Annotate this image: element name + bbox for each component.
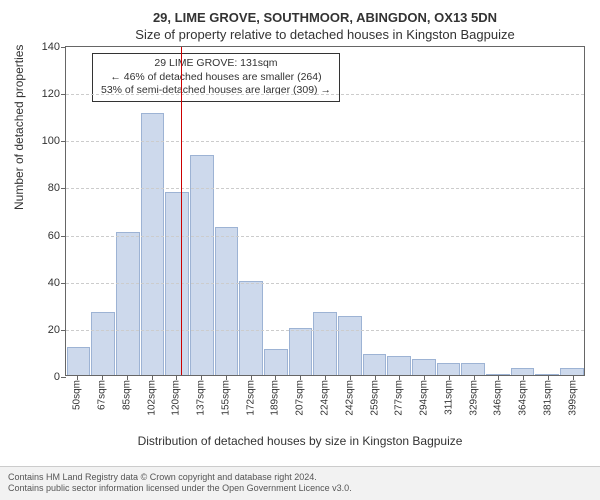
- x-tick-label: 381sqm: [542, 380, 553, 416]
- x-tick-label: 346sqm: [493, 380, 504, 416]
- x-tick-label: 120sqm: [171, 380, 182, 416]
- x-tick-label: 189sqm: [270, 380, 281, 416]
- bar: [313, 312, 337, 375]
- x-tick-label: 399sqm: [567, 380, 578, 416]
- bar: [67, 347, 91, 375]
- y-tick-mark: [61, 188, 66, 189]
- y-tick-mark: [61, 283, 66, 284]
- y-tick-mark: [61, 236, 66, 237]
- y-tick-label: 60: [48, 230, 60, 242]
- x-tick-label: 242sqm: [344, 380, 355, 416]
- bar: [215, 227, 239, 375]
- x-tick-label: 102sqm: [146, 380, 157, 416]
- x-tick-label: 259sqm: [369, 380, 380, 416]
- x-tick-label: 155sqm: [220, 380, 231, 416]
- grid-line: [66, 141, 584, 142]
- y-tick-label: 140: [42, 41, 60, 53]
- y-tick-label: 40: [48, 277, 60, 289]
- y-tick-label: 120: [42, 88, 60, 100]
- x-axis-label: Distribution of detached houses by size …: [0, 434, 600, 448]
- footer-line-1: Contains HM Land Registry data © Crown c…: [8, 472, 592, 484]
- bar: [560, 368, 584, 375]
- annotation-line: 53% of semi-detached houses are larger (…: [101, 84, 331, 98]
- bar: [461, 363, 485, 375]
- chart-area: 29, LIME GROVE, SOUTHMOOR, ABINGDON, OX1…: [60, 10, 590, 440]
- chart-title-main: 29, LIME GROVE, SOUTHMOOR, ABINGDON, OX1…: [60, 10, 590, 25]
- x-tick-label: 172sqm: [245, 380, 256, 416]
- grid-line: [66, 330, 584, 331]
- x-tick-label: 311sqm: [443, 380, 454, 415]
- y-tick-mark: [61, 94, 66, 95]
- marker-line: [181, 47, 182, 375]
- x-tick-label: 137sqm: [196, 380, 207, 416]
- bar: [338, 316, 362, 375]
- x-tick-label: 329sqm: [468, 380, 479, 416]
- bar: [437, 363, 461, 375]
- x-labels-container: 50sqm 67sqm 85sqm 102sqm 120sqm 137sqm 155sqm 1…: [65, 376, 585, 426]
- bar: [387, 356, 411, 375]
- x-tick-label: 85sqm: [121, 380, 132, 410]
- bar: [264, 349, 288, 375]
- bar: [412, 359, 436, 375]
- x-tick-label: 364sqm: [518, 380, 529, 416]
- x-tick-label: 224sqm: [320, 380, 331, 416]
- chart-title-sub: Size of property relative to detached ho…: [60, 27, 590, 42]
- annotation-line: 29 LIME GROVE: 131sqm: [101, 57, 331, 71]
- footer: Contains HM Land Registry data © Crown c…: [0, 466, 600, 500]
- annotation-line: ← 46% of detached houses are smaller (26…: [101, 71, 331, 85]
- bar: [363, 354, 387, 375]
- x-tick-label: 277sqm: [394, 380, 405, 416]
- x-tick-label: 50sqm: [72, 380, 83, 410]
- bar: [116, 232, 140, 375]
- bar: [511, 368, 535, 375]
- grid-line: [66, 188, 584, 189]
- y-tick-label: 100: [42, 135, 60, 147]
- x-tick-label: 207sqm: [295, 380, 306, 416]
- y-axis-label: Number of detached properties: [12, 45, 26, 210]
- plot-box: 29 LIME GROVE: 131sqm← 46% of detached h…: [65, 46, 585, 376]
- grid-line: [66, 283, 584, 284]
- y-tick-mark: [61, 330, 66, 331]
- x-tick-label: 294sqm: [419, 380, 430, 416]
- y-tick-label: 20: [48, 324, 60, 336]
- bar: [91, 312, 115, 375]
- y-tick-mark: [61, 47, 66, 48]
- bar: [289, 328, 313, 375]
- y-tick-label: 80: [48, 182, 60, 194]
- footer-line-2: Contains public sector information licen…: [8, 483, 592, 495]
- bar: [141, 113, 165, 375]
- y-tick-label: 0: [54, 371, 60, 383]
- grid-line: [66, 94, 584, 95]
- grid-line: [66, 236, 584, 237]
- x-tick-label: 67sqm: [97, 380, 108, 410]
- y-tick-mark: [61, 141, 66, 142]
- bar: [239, 281, 263, 375]
